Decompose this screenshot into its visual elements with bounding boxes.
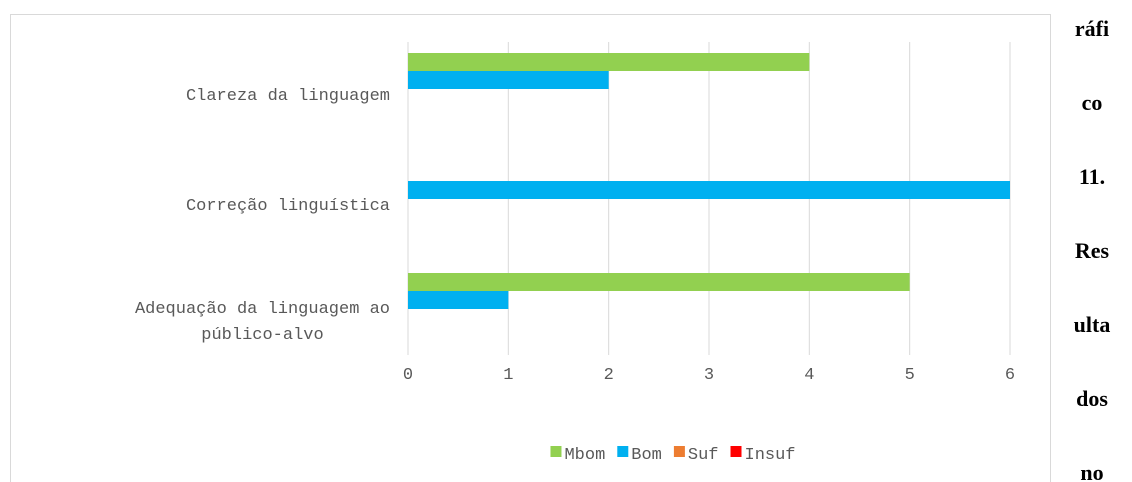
side-text: dos xyxy=(1076,386,1108,411)
bar xyxy=(408,53,810,71)
x-tick-label: 5 xyxy=(905,366,915,385)
legend-label: Suf xyxy=(688,446,719,465)
legend-label: Mbom xyxy=(564,446,605,465)
legend-swatch xyxy=(550,446,562,457)
x-tick-label: 0 xyxy=(403,366,413,385)
x-tick-label: 6 xyxy=(1005,366,1015,385)
legend-swatch xyxy=(617,446,629,457)
y-tick-label: Clareza da linguagem xyxy=(186,87,390,106)
side-text: Res xyxy=(1075,238,1110,263)
y-tick-label: Correção linguística xyxy=(186,197,390,216)
x-tick-label: 3 xyxy=(704,366,714,385)
side-text: ráfi xyxy=(1075,16,1109,41)
bar xyxy=(408,181,1010,199)
legend-label: Insuf xyxy=(745,446,796,465)
side-text: ulta xyxy=(1074,312,1111,337)
side-text: co xyxy=(1082,90,1103,115)
legend-swatch xyxy=(673,446,685,457)
legend-swatch xyxy=(730,446,742,457)
side-text: 11. xyxy=(1079,164,1105,189)
side-text: no xyxy=(1080,460,1103,482)
y-tick-label: Adequação da linguagem ao público-alvo xyxy=(135,300,390,345)
bar xyxy=(408,291,509,309)
legend-label: Bom xyxy=(631,446,662,465)
x-tick-label: 4 xyxy=(804,366,814,385)
chart-frame xyxy=(10,14,1051,482)
x-tick-label: 1 xyxy=(503,366,513,385)
bar xyxy=(408,273,910,291)
x-tick-label: 2 xyxy=(604,366,614,385)
bar xyxy=(408,71,609,89)
